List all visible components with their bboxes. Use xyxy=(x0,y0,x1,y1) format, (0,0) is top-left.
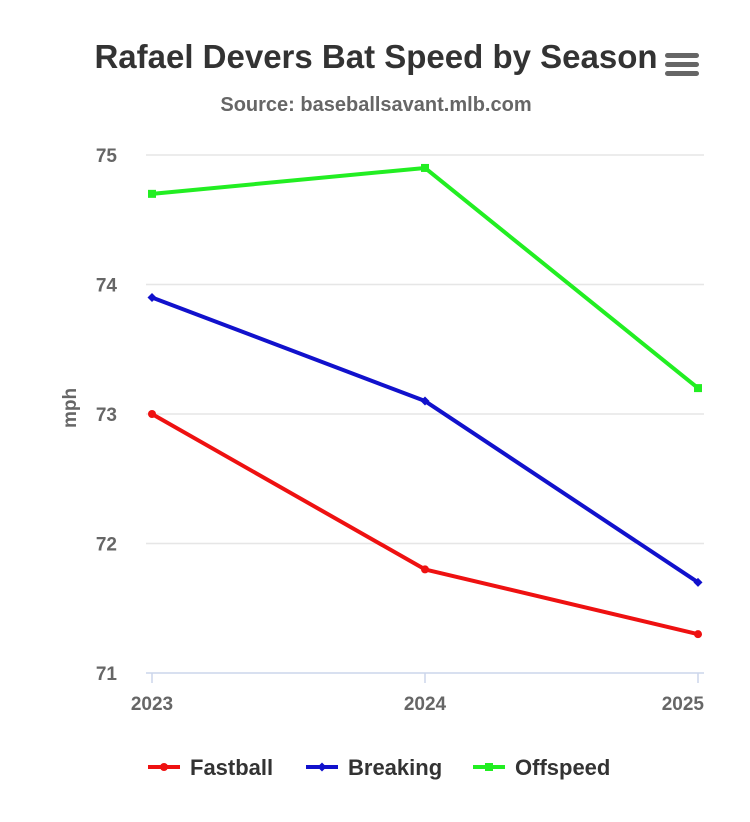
y-tick-label: 71 xyxy=(96,664,118,685)
y-tick-label: 75 xyxy=(96,146,118,167)
y-tick-label: 72 xyxy=(96,535,117,556)
fastball-point[interactable] xyxy=(421,565,429,574)
legend-item-fastball[interactable]: Fastball xyxy=(148,755,273,780)
breaking-point[interactable] xyxy=(420,396,430,406)
legend-item-breaking[interactable]: Breaking xyxy=(306,755,442,780)
grid-layer xyxy=(146,154,704,545)
fastball-point[interactable] xyxy=(148,410,156,418)
x-tick-label: 2024 xyxy=(404,694,447,715)
x-tick-label: 2025 xyxy=(662,694,705,715)
chart-subtitle: Source: baseballsavant.mlb.com xyxy=(220,94,531,116)
hamburger-menu-icon[interactable] xyxy=(660,48,706,88)
y-tick-label: 74 xyxy=(96,276,118,297)
offspeed-point[interactable] xyxy=(421,163,429,172)
chart-title: Rafael Devers Bat Speed by Season xyxy=(94,38,657,75)
offspeed-point[interactable] xyxy=(148,189,156,198)
x-tick-label: 2023 xyxy=(131,694,173,715)
legend: Fastball Breaking Offspeed xyxy=(148,755,610,780)
y-axis-title: mph xyxy=(60,388,81,428)
breaking-point[interactable] xyxy=(147,292,157,302)
breaking-point[interactable] xyxy=(693,577,703,587)
offspeed-line[interactable] xyxy=(150,165,700,391)
y-tick-label: 73 xyxy=(96,405,117,426)
series-offspeed xyxy=(148,163,702,393)
series-breaking xyxy=(147,292,703,587)
y-axis-ticks: 71 72 73 74 75 xyxy=(96,146,118,685)
legend-label: Breaking xyxy=(348,755,442,780)
offspeed-point[interactable] xyxy=(694,384,702,393)
legend-label: Fastball xyxy=(190,755,273,780)
legend-marker[interactable] xyxy=(160,763,168,771)
series-layer xyxy=(147,163,703,639)
fastball-line[interactable] xyxy=(150,412,700,637)
x-axis: 2023 2024 2025 xyxy=(131,672,705,715)
fastball-point[interactable] xyxy=(694,630,702,639)
legend-label: Offspeed xyxy=(515,755,610,780)
legend-marker[interactable] xyxy=(485,763,493,771)
legend-marker[interactable] xyxy=(317,762,327,772)
breaking-line[interactable] xyxy=(150,295,700,585)
series-fastball xyxy=(148,410,702,639)
legend-item-offspeed[interactable]: Offspeed xyxy=(473,755,610,780)
